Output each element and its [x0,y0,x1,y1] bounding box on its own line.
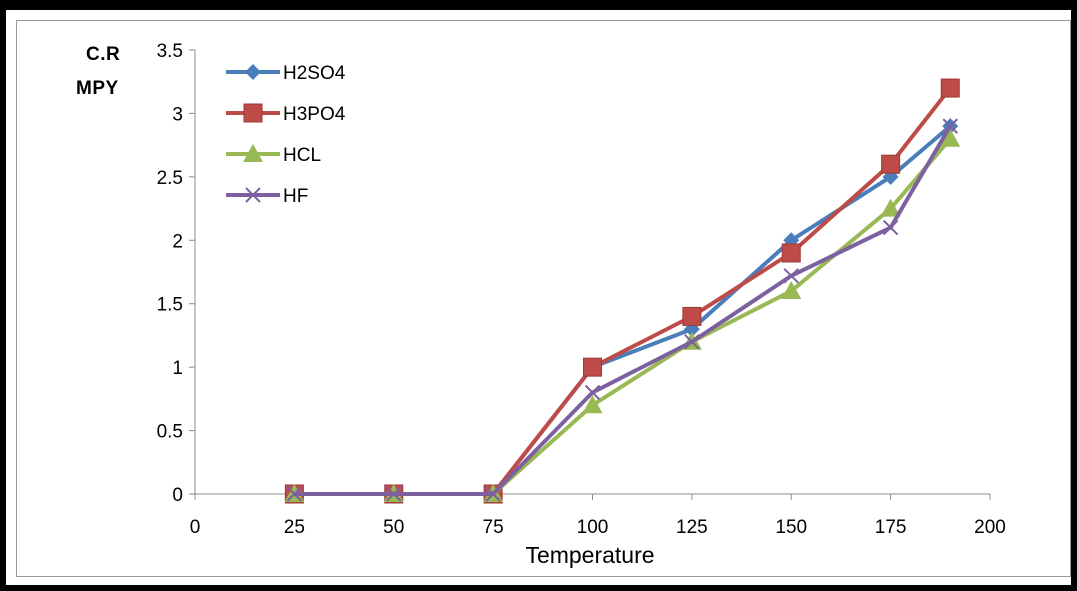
legend-label-hf: HF [283,186,308,207]
y-tick-label: 3 [172,104,183,125]
x-tick-label: 125 [676,517,708,538]
y-tick-label: 0 [172,485,183,506]
y-axis-label-line1: C.R [86,44,121,65]
data-point-h3po4 [940,78,960,98]
data-point-hcl [582,395,603,414]
y-tick-label: 3.5 [157,41,183,62]
data-point-hf [386,486,402,502]
series-line-hf [294,125,952,496]
x-axis-title: Temperature [525,542,654,568]
data-point-hf [783,268,799,284]
y-tick-label: 1.5 [157,295,183,316]
data-point-h3po4 [881,154,901,174]
series-line-hcl [294,137,952,496]
data-point-hf [286,486,303,502]
data-point-h3po4 [682,306,702,326]
data-point-hf [882,219,899,236]
data-point-hf [942,118,958,134]
y-tick-label: 0.5 [157,422,183,443]
data-point-hf [684,334,700,350]
legend-label-hcl: HCL [283,145,321,166]
legend-marker-h3po4 [243,103,263,123]
x-tick-label: 0 [190,517,201,538]
x-tick-label: 25 [284,517,305,538]
legend-marker-hcl [243,144,263,162]
chart-area [16,20,1071,577]
x-tick-label: 100 [577,517,609,538]
data-point-h3po4 [583,357,602,377]
data-point-hcl [940,128,961,147]
x-tick-label: 75 [483,517,504,538]
series-line-h2so4 [294,124,952,496]
x-tick-label: 200 [974,517,1006,538]
series-line-h3po4 [294,86,952,496]
legend-marker-hf [245,187,261,203]
y-tick-label: 2.5 [157,168,183,189]
data-point-hcl [781,281,802,300]
data-point-hcl [880,198,901,217]
data-point-hf [584,384,601,401]
legend-label-h2so4: H2SO4 [283,63,346,84]
y-axis-label-line2: MPY [76,78,119,99]
y-tick-label: 1 [172,358,183,379]
x-tick-label: 150 [775,517,807,538]
legend-marker-h2so4 [245,64,261,80]
x-tick-label: 50 [383,517,404,538]
y-tick-label: 2 [172,231,183,252]
x-tick-label: 175 [875,517,907,538]
data-point-hf [485,486,501,502]
legend-label-h3po4: H3PO4 [283,104,346,125]
data-point-h3po4 [781,243,801,263]
